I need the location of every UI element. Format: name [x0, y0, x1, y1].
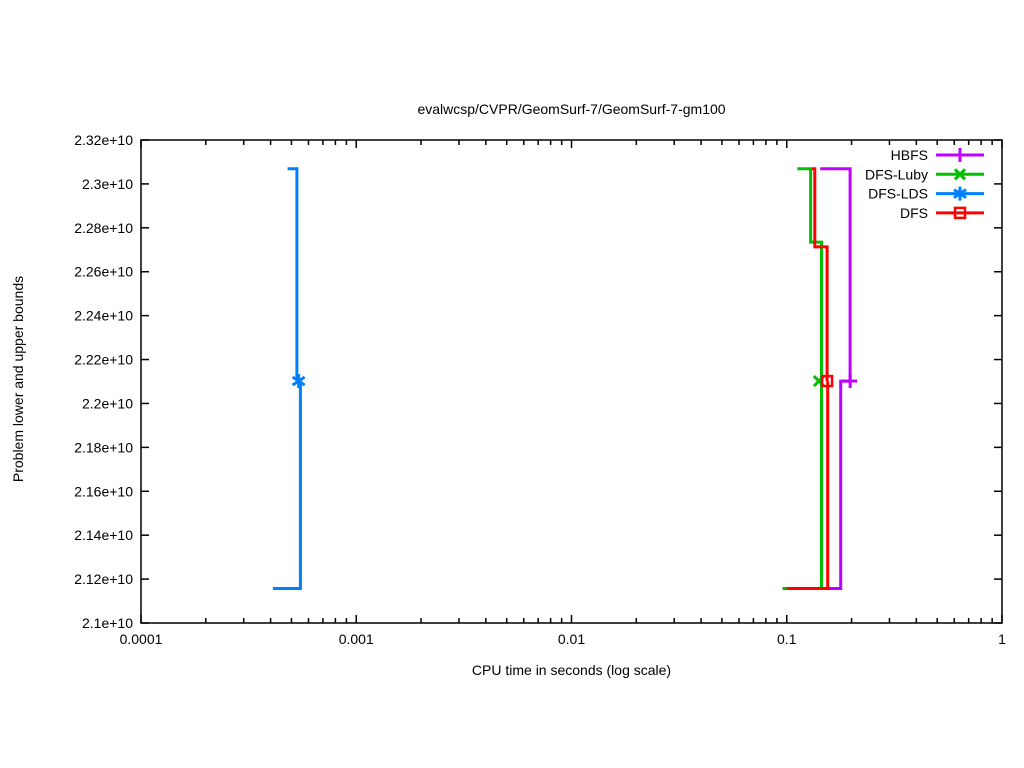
- lower-bound-line: [786, 381, 830, 590]
- series-dfs-luby: [782, 167, 825, 590]
- cross-marker: [953, 168, 967, 181]
- upper-bound-line: [812, 167, 829, 382]
- series-dfs-lds: [272, 167, 306, 590]
- upper-bound-line: [287, 167, 299, 382]
- ast-d2: [953, 188, 967, 199]
- upper-bound-line: [820, 167, 852, 382]
- series-hbfs: [820, 167, 858, 590]
- series-dfs: [786, 167, 834, 590]
- legend-row-dfs-luby: DFS-Luby: [865, 166, 984, 182]
- upper-bound-line: [797, 167, 823, 382]
- x-tick-label: 0.001: [339, 631, 374, 647]
- x-axis-label: CPU time in seconds (log scale): [471, 662, 672, 678]
- y-tick-label: 2.18e+10: [74, 439, 133, 455]
- axis-ticks: [140, 139, 1003, 624]
- asterisk-marker: [953, 186, 967, 201]
- legend-row-dfs: DFS: [900, 205, 984, 221]
- y-tick-label: 2.12e+10: [74, 571, 133, 587]
- x-tick-label: 0.1: [777, 631, 797, 647]
- square-open-marker: [953, 206, 967, 220]
- y-tick-label: 2.22e+10: [74, 352, 133, 368]
- square-open-marker: [820, 374, 834, 388]
- x-tick-label: 0.0001: [120, 631, 163, 647]
- legend-label: DFS-LDS: [868, 186, 928, 202]
- legend: HBFS DFS-Luby DFS-LDS DFS: [865, 147, 984, 221]
- y-tick-label: 2.2e+10: [82, 395, 133, 411]
- plus-marker: [843, 374, 858, 389]
- square-outline: [953, 206, 967, 220]
- cross-d2: [953, 168, 967, 181]
- legend-label: DFS-Luby: [865, 166, 928, 182]
- y-tick-label: 2.24e+10: [74, 308, 133, 324]
- legend-row-hbfs: HBFS: [891, 147, 984, 163]
- y-tick-label: 2.32e+10: [74, 132, 133, 148]
- square-outline: [820, 374, 834, 388]
- lower-bound-line: [272, 381, 302, 590]
- x-tick-label: 1: [998, 631, 1006, 647]
- y-axis-label: Problem lower and upper bounds: [10, 275, 26, 483]
- plus-marker: [953, 148, 967, 162]
- y-tick-label: 2.16e+10: [74, 483, 133, 499]
- x-tick-label: 0.01: [558, 631, 585, 647]
- asterisk-marker: [291, 374, 306, 389]
- ast-d2: [291, 375, 306, 387]
- legend-label: HBFS: [891, 147, 928, 163]
- lower-bound-line: [782, 381, 823, 590]
- y-tick-label: 2.1e+10: [82, 615, 133, 631]
- legend-label: DFS: [900, 205, 928, 221]
- chart-title: evalwcsp/CVPR/GeomSurf-7/GeomSurf-7-gm10…: [417, 101, 726, 117]
- lower-bound-line: [827, 379, 851, 590]
- y-tick-label: 2.3e+10: [82, 176, 133, 192]
- y-tick-label: 2.26e+10: [74, 264, 133, 280]
- plot-border: [140, 139, 1003, 624]
- y-tick-label: 2.28e+10: [74, 220, 133, 236]
- y-tick-label: 2.14e+10: [74, 527, 133, 543]
- legend-row-dfs-lds: DFS-LDS: [868, 186, 984, 202]
